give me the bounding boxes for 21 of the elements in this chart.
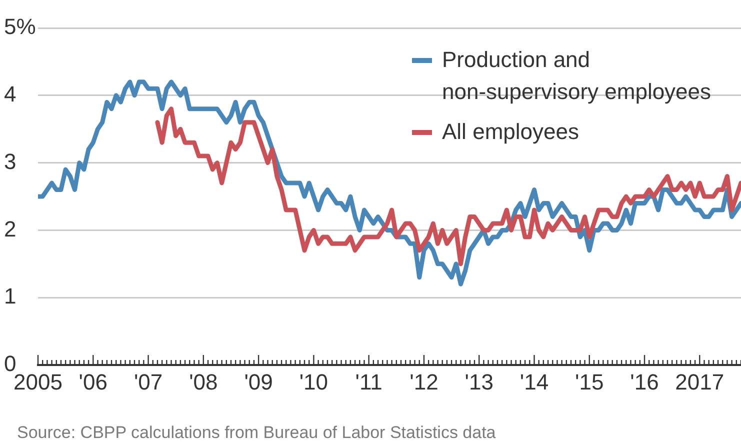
x-tick-label: '12 <box>410 369 438 394</box>
x-tick-label: '16 <box>630 369 659 394</box>
y-tick-label: 4 <box>4 81 16 106</box>
x-tick-label: 2017 <box>675 369 724 394</box>
y-tick-label: 2 <box>4 216 16 242</box>
x-tick-label: '08 <box>189 369 218 394</box>
y-tick-label: 0 <box>4 351 16 376</box>
y-tick-label: 3 <box>4 148 16 174</box>
x-tick-label: '09 <box>244 369 273 394</box>
x-tick-label: '11 <box>355 369 382 394</box>
source-note: Source: CBPP calculations from Bureau of Labor Statistics data <box>17 423 496 443</box>
x-tick-label: '14 <box>520 369 549 394</box>
legend-label: All employees <box>442 119 579 144</box>
x-tick-label: '13 <box>464 369 494 394</box>
x-tick-label: 2005 <box>14 369 62 394</box>
x-tick-label: '06 <box>78 369 108 394</box>
y-tick-label: 1 <box>4 284 16 309</box>
x-tick-label: '15 <box>575 369 604 394</box>
y-tick-label: 5% <box>4 14 36 40</box>
x-tick-label: '07 <box>134 369 163 394</box>
x-tick-label: '10 <box>299 369 328 394</box>
